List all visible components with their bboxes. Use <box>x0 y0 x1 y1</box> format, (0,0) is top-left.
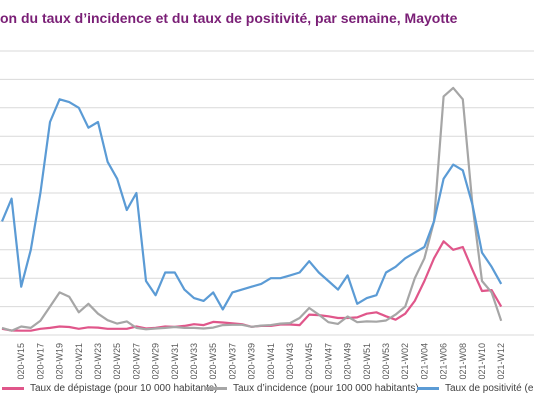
x-tick-label: 2020-W21 <box>74 343 84 380</box>
x-tick-label: 2020-W23 <box>93 343 103 380</box>
x-tick-label: 2020-W49 <box>343 343 353 380</box>
x-tick-label: 2020-W41 <box>266 343 276 380</box>
x-tick-label: 2020-W29 <box>151 343 161 380</box>
x-tick-label: 2021-W08 <box>458 343 468 380</box>
x-tick-label: 2020-W51 <box>362 343 372 380</box>
x-tick-label: 2020-W35 <box>208 343 218 380</box>
series-line-1 <box>1 86 503 332</box>
legend-label-depistage: Taux de dépistage (pour 10 000 habitants… <box>30 383 218 394</box>
legend-swatch-incidence <box>205 387 227 390</box>
legend-item-depistage: Taux de dépistage (pour 10 000 habitants… <box>2 383 217 394</box>
x-tick-label: 2020-W25 <box>112 343 122 380</box>
legend-swatch-depistage <box>2 387 24 390</box>
x-tick-label: 2020-W31 <box>170 343 180 380</box>
legend-label-incidence: Taux d’incidence (pour 100 000 habitants… <box>233 383 419 394</box>
legend-label-positivite: Taux de positivité (e <box>445 383 534 394</box>
x-tick-label: 2020-W47 <box>323 343 333 380</box>
x-tick-label: 2020-W17 <box>35 343 45 380</box>
x-tick-label: 2020-W45 <box>304 343 314 380</box>
x-tick-label: 2020-W33 <box>189 343 199 380</box>
gridlines <box>0 50 534 336</box>
chart-series <box>0 86 503 332</box>
series-line-2 <box>0 98 503 311</box>
x-tick-label: 2020-W37 <box>227 343 237 380</box>
x-tick-label: 2021-W02 <box>400 343 410 380</box>
chart-title: on du taux d’incidence et du taux de pos… <box>0 10 458 26</box>
x-tick-label: 2021-W04 <box>419 343 429 380</box>
x-tick-label: 2020-W15 <box>16 343 26 380</box>
x-tick-label: 2021-W12 <box>496 343 506 380</box>
x-tick-label: 2021-W10 <box>477 343 487 380</box>
x-axis-tick-labels: 2020-W15 2020-W17 2020-W19 2020-W21 2020-W23… <box>16 343 506 380</box>
x-tick-label: 2020-W53 <box>381 343 391 380</box>
legend-swatch-positivite <box>417 387 439 390</box>
x-tick-label: 2020-W19 <box>55 343 65 380</box>
line-chart: 2020-W15 2020-W17 2020-W19 2020-W21 2020-W23… <box>0 50 534 380</box>
x-tick-label: 2020-W39 <box>247 343 257 380</box>
x-tick-label: 2020-W27 <box>131 343 141 380</box>
legend-item-positivite: Taux de positivité (e <box>417 383 533 394</box>
x-tick-label: 2020-W43 <box>285 343 295 380</box>
legend-item-incidence: Taux d’incidence (pour 100 000 habitants… <box>205 383 419 394</box>
chart-legend: Taux de dépistage (pour 10 000 habitants… <box>0 383 534 403</box>
x-tick-label: 2021-W06 <box>439 343 449 380</box>
